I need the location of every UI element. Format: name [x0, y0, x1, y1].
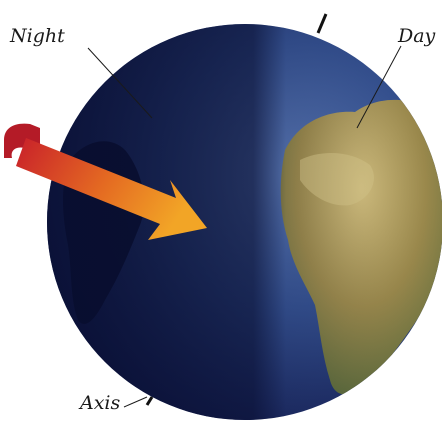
- axis-label: Axis: [80, 392, 121, 414]
- day-leader-line: [356, 45, 402, 129]
- night-label: Night: [10, 25, 65, 47]
- night-leader-line: [87, 47, 153, 119]
- axis-line-top: [316, 13, 328, 34]
- day-label: Day: [398, 25, 436, 47]
- earth-globe: [47, 24, 442, 420]
- axis-leader-line: [123, 396, 148, 408]
- sunlight-arrow-icon: [4, 123, 207, 240]
- axis-line-bottom: [145, 396, 154, 406]
